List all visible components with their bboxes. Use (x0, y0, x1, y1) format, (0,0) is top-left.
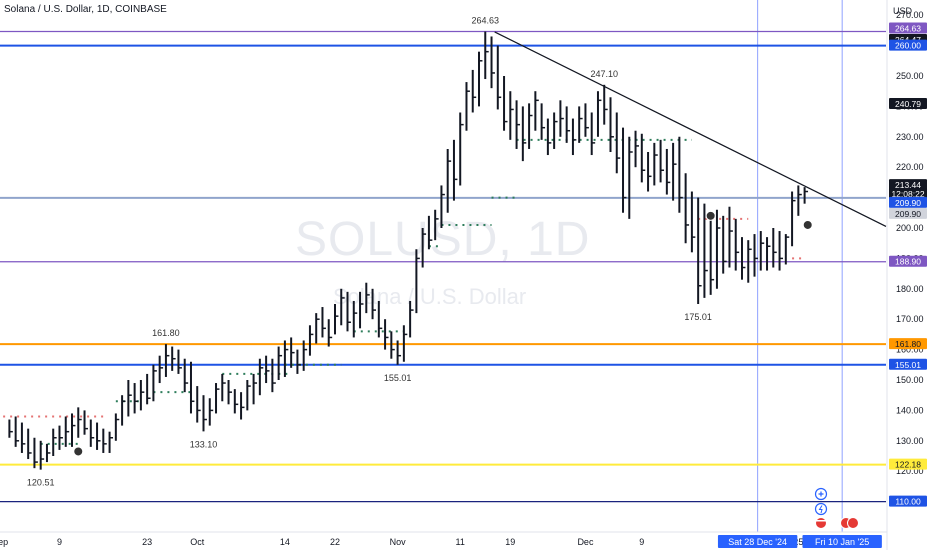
price-label-box (889, 188, 927, 200)
vertical-line-layer (757, 0, 843, 532)
price-label-text: 240.79 (895, 99, 921, 109)
y-tick-label: 120.00 (896, 466, 924, 476)
x-tick-label: 9 (57, 537, 62, 547)
price-annotation: 175.01 (684, 312, 712, 322)
x-tick-label: 25 (793, 537, 803, 547)
price-label-text: 110.00 (895, 497, 921, 507)
us-flag-stripe (816, 520, 826, 522)
y-tick-label: 180.00 (896, 284, 924, 294)
y-tick-label: 130.00 (896, 436, 924, 446)
date-label-layer: Sat 28 Dec '24 Fri 10 Jan '25 (717, 535, 882, 548)
price-label-box (889, 358, 927, 370)
y-tick-label: 150.00 (896, 375, 924, 385)
x-tick-label: Dec (577, 537, 594, 547)
price-annotation: 133.10 (190, 439, 218, 449)
time-axis[interactable]: ep923Oct1422Nov1119Dec92325 (0, 537, 803, 547)
price-label-layer: 264.63264.47260.00240.79213.4412:08:2220… (889, 22, 927, 507)
price-label-box (889, 22, 927, 34)
price-label-text: 188.90 (895, 257, 921, 267)
price-label-text: 209.90 (895, 198, 921, 208)
price-label-text: 155.01 (895, 360, 921, 370)
x-tick-label: Oct (190, 537, 205, 547)
date-label-box (802, 535, 882, 548)
price-label-box (889, 255, 927, 267)
price-label-box (889, 495, 927, 507)
price-label-box (889, 207, 927, 219)
price-label-box (889, 179, 927, 191)
price-label-box (889, 338, 927, 350)
signal-dot (802, 219, 813, 230)
side-icons[interactable] (814, 487, 859, 529)
us-flag-icon[interactable] (815, 517, 827, 529)
price-annotation: 120.51 (27, 478, 55, 488)
y-tick-label: 270.00 (896, 10, 924, 20)
price-label-box (889, 39, 927, 51)
us-flag-icon[interactable] (847, 517, 859, 529)
price-label-box (889, 458, 927, 470)
price-label-text: 209.90 (895, 209, 921, 219)
lightning-icon-glyph (818, 505, 823, 514)
price-annotation: 247.10 (590, 69, 618, 79)
x-tick-label: 23 (142, 537, 152, 547)
price-label-text: 12:08:22 (891, 189, 924, 199)
price-label-text: 213.44 (895, 180, 921, 190)
trendline (494, 31, 887, 228)
price-annotation: 161.80 (152, 328, 180, 338)
signal-dot (705, 210, 716, 221)
y-tick-label: 230.00 (896, 132, 924, 142)
date-label-text: Sat 28 Dec '24 (728, 537, 787, 547)
y-tick-label: 140.00 (896, 405, 924, 415)
y-tick-label: 170.00 (896, 314, 924, 324)
x-tick-label: 19 (505, 537, 515, 547)
marker-layer (73, 210, 813, 457)
chart-title: Solana / U.S. Dollar, 1D, COINBASE (4, 4, 167, 15)
x-tick-label: ep (0, 537, 8, 547)
date-label-text: Fri 10 Jan '25 (815, 537, 869, 547)
x-tick-label: 22 (330, 537, 340, 547)
price-label-text: 122.18 (895, 460, 921, 470)
date-label-box (717, 535, 798, 548)
horizontal-level-layer (0, 30, 886, 503)
trendline-layer[interactable] (494, 31, 887, 228)
y-tick-label: 250.00 (896, 71, 924, 81)
price-annotation: 155.01 (384, 373, 412, 383)
x-tick-label: Nov (390, 537, 407, 547)
y-tick-label: 160.00 (896, 345, 924, 355)
dotted-level-layer (3, 138, 805, 445)
y-tick-label: 220.00 (896, 162, 924, 172)
annotation-layer: 264.63 247.10 161.80 175.01 155.01 133.10 120.… (27, 16, 712, 488)
price-label-box (889, 97, 927, 109)
watermark-name: Solana / U.S. Dollar (333, 284, 527, 309)
price-label-text: 161.80 (895, 339, 921, 349)
x-tick-label: 9 (639, 537, 644, 547)
currency-label[interactable]: USD (893, 6, 913, 16)
price-label-text: 264.63 (895, 24, 921, 34)
x-tick-label: 14 (280, 537, 290, 547)
price-label-text: 260.00 (895, 41, 921, 51)
price-annotation: 264.63 (471, 16, 499, 26)
signal-dot (73, 446, 84, 457)
price-bar-layer (8, 31, 809, 470)
plus-icon-glyph (818, 491, 824, 497)
y-tick-label: 200.00 (896, 223, 924, 233)
price-label-box (889, 196, 927, 208)
x-tick-label: 11 (456, 537, 465, 547)
